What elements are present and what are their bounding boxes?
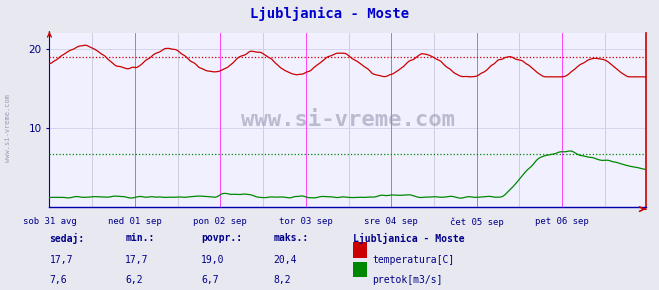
Text: 7,6: 7,6	[49, 275, 67, 285]
Text: min.:: min.:	[125, 233, 155, 243]
Text: www.si-vreme.com: www.si-vreme.com	[5, 94, 11, 162]
Text: 6,7: 6,7	[201, 275, 219, 285]
Text: 20,4: 20,4	[273, 255, 297, 265]
Text: 6,2: 6,2	[125, 275, 143, 285]
Text: www.si-vreme.com: www.si-vreme.com	[241, 110, 455, 130]
Text: sre 04 sep: sre 04 sep	[364, 218, 418, 226]
Text: čet 05 sep: čet 05 sep	[450, 218, 503, 227]
Text: Ljubljanica - Moste: Ljubljanica - Moste	[250, 7, 409, 21]
Text: 8,2: 8,2	[273, 275, 291, 285]
Text: 17,7: 17,7	[125, 255, 149, 265]
Text: pet 06 sep: pet 06 sep	[535, 218, 589, 226]
Text: sob 31 avg: sob 31 avg	[22, 218, 76, 226]
Text: Ljubljanica - Moste: Ljubljanica - Moste	[353, 233, 464, 244]
Text: ned 01 sep: ned 01 sep	[108, 218, 161, 226]
Text: povpr.:: povpr.:	[201, 233, 242, 243]
Text: sedaj:: sedaj:	[49, 233, 84, 244]
Text: tor 03 sep: tor 03 sep	[279, 218, 333, 226]
Text: temperatura[C]: temperatura[C]	[372, 255, 455, 265]
Text: 19,0: 19,0	[201, 255, 225, 265]
Text: pon 02 sep: pon 02 sep	[194, 218, 247, 226]
Text: 17,7: 17,7	[49, 255, 73, 265]
Text: pretok[m3/s]: pretok[m3/s]	[372, 275, 443, 285]
Text: maks.:: maks.:	[273, 233, 308, 243]
